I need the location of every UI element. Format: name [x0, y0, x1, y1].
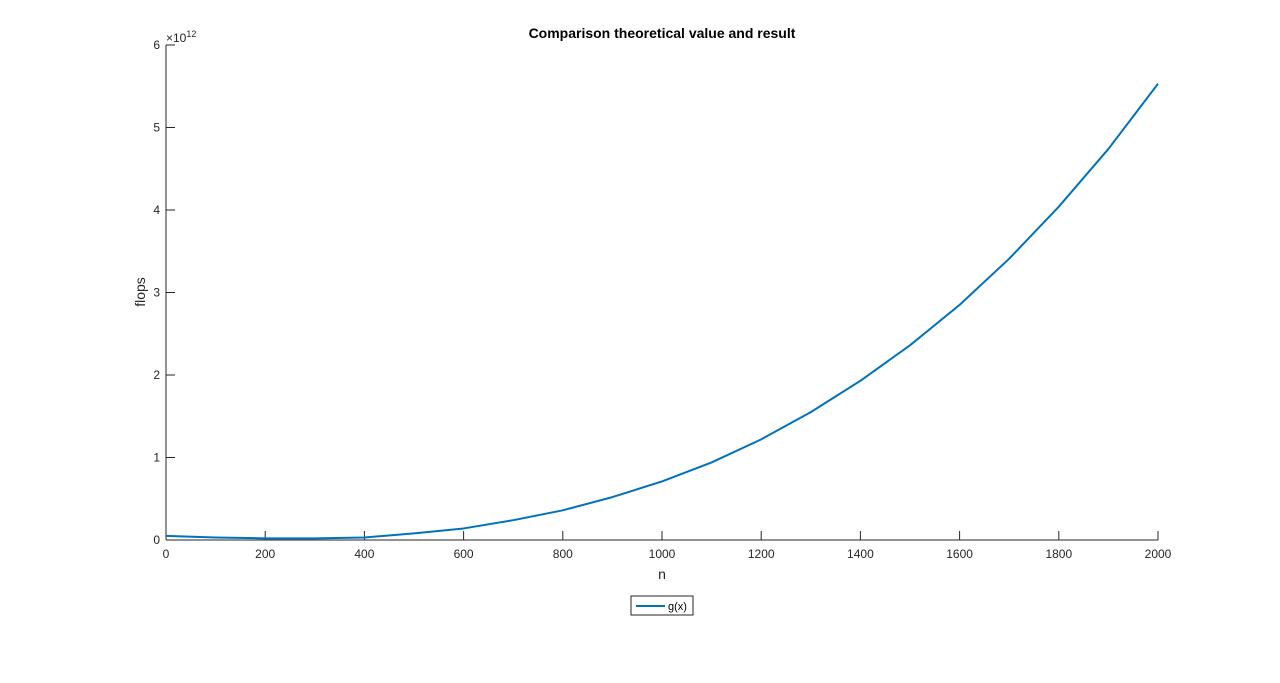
y-tick-label: 4: [153, 203, 160, 217]
y-multiplier-base: ×10: [166, 31, 187, 45]
series-line: [165, 83, 1159, 540]
x-tick-label: 1600: [946, 547, 973, 561]
x-tick-label: 1200: [748, 547, 775, 561]
x-tick-label: 2000: [1145, 547, 1172, 561]
y-multiplier: ×1012: [166, 29, 196, 45]
y-tick-label: 6: [153, 38, 160, 52]
x-tick-label: 1000: [649, 547, 676, 561]
x-tick-label: 200: [255, 547, 275, 561]
y-tick-label: 0: [153, 533, 160, 547]
x-tick-label: 800: [553, 547, 573, 561]
x-tick-label: 1800: [1045, 547, 1072, 561]
y-tick-label: 1: [153, 451, 160, 465]
plot-area: [166, 45, 1158, 540]
legend-label: g(x): [668, 601, 687, 613]
y-tick-label: 3: [153, 286, 160, 300]
chart-title: Comparison theoretical value and result: [529, 25, 796, 41]
ticks: 0 200 400 600 800 1000 1200 1400 1600 1800 2000 0 1 2…: [153, 38, 1171, 561]
x-tick-label: 0: [163, 547, 170, 561]
series-layer: [165, 83, 1159, 540]
x-axis-label: n: [658, 566, 666, 582]
x-tick-label: 400: [354, 547, 374, 561]
y-axis-label: flops: [132, 277, 148, 307]
legend[interactable]: g(x): [630, 595, 694, 616]
x-tick-label: 1400: [847, 547, 874, 561]
x-tick-label: 600: [454, 547, 474, 561]
y-tick-label: 5: [153, 121, 160, 135]
y-multiplier-exponent: 12: [186, 29, 196, 39]
y-tick-label: 2: [153, 368, 160, 382]
